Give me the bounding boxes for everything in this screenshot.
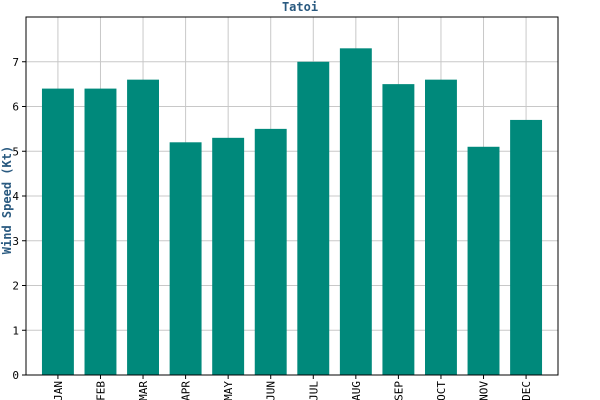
y-tick-label: 7	[12, 56, 19, 69]
x-tick-label: JUL	[307, 381, 320, 400]
bar-may	[212, 137, 245, 375]
y-axis-ticks: 0 1 2 3 4 5 6 7	[12, 56, 26, 382]
bar-jul	[297, 61, 330, 375]
x-tick-label: OCT	[435, 381, 448, 400]
x-tick-label: FEB	[94, 381, 107, 400]
x-tick-label: MAY	[222, 381, 235, 400]
y-tick-label: 4	[12, 190, 19, 203]
x-tick-label: SEP	[392, 381, 405, 400]
x-tick-label: JUN	[265, 381, 278, 400]
y-axis-label: Wind Speed (Kt)	[0, 146, 14, 254]
x-tick-label: APR	[180, 381, 193, 400]
bar-dec	[510, 119, 543, 375]
y-tick-label: 3	[12, 235, 19, 248]
bar-oct	[425, 79, 457, 376]
y-tick-label: 5	[12, 145, 19, 158]
bar-jan	[41, 88, 74, 375]
bar-aug	[339, 48, 372, 375]
chart-title: Tatoi	[282, 0, 318, 14]
bar-nov	[467, 146, 500, 375]
y-tick-label: 2	[12, 280, 19, 293]
x-tick-label: MAR	[137, 381, 150, 400]
bars	[41, 48, 543, 376]
y-tick-label: 6	[12, 101, 19, 114]
bar-mar	[127, 79, 159, 376]
bar-feb	[84, 88, 117, 375]
x-tick-label: JAN	[52, 381, 65, 400]
bar-apr	[169, 142, 202, 375]
y-tick-label: 1	[12, 324, 19, 337]
bar-jun	[254, 128, 287, 375]
x-tick-label: NOV	[478, 381, 491, 400]
x-tick-label: AUG	[350, 381, 363, 400]
bar-sep	[382, 84, 415, 375]
x-tick-label: DEC	[520, 381, 533, 400]
y-tick-label: 0	[12, 369, 19, 382]
x-axis-ticks: JAN FEB MAR APR MAY JUN JUL AUG SEP OCT NOV DEC	[52, 375, 533, 400]
